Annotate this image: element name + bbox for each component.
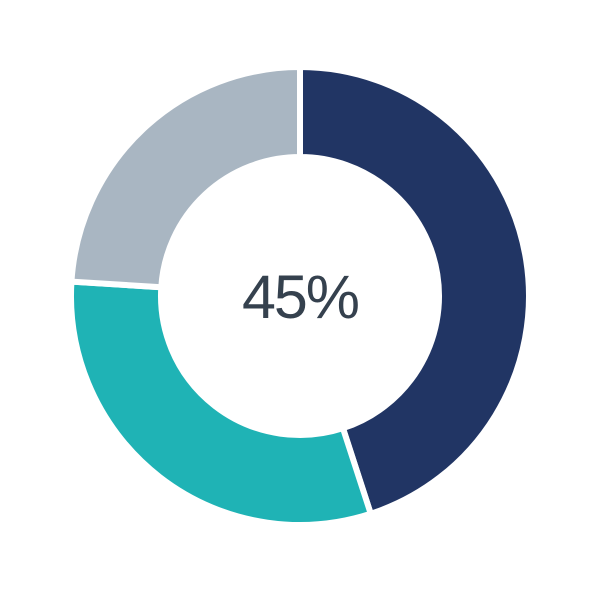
donut-center-label: 45% <box>242 263 359 331</box>
donut-segment-1 <box>297 63 532 518</box>
donut-segment-3 <box>68 63 303 291</box>
donut-slices <box>68 63 532 528</box>
donut-segment-2 <box>68 278 375 528</box>
